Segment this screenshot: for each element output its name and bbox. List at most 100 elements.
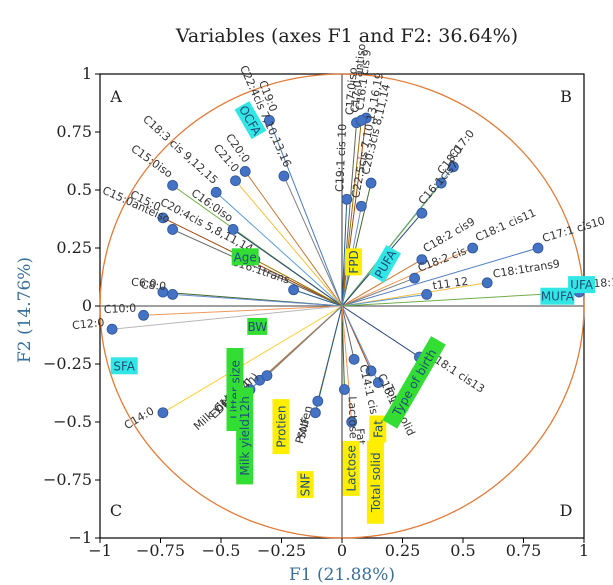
x-tick-label: 0.75 <box>506 541 542 560</box>
vector-line <box>172 228 343 307</box>
highlight-tag-bg <box>382 336 446 429</box>
variable-point <box>138 309 149 321</box>
highlight-tag: BW <box>247 317 268 335</box>
variable-point <box>106 323 118 335</box>
variable-point <box>532 242 544 254</box>
variable-label: Lactose <box>346 396 360 439</box>
variable-point <box>227 224 239 235</box>
highlight-tag-text: BW <box>247 320 267 334</box>
variable-point <box>239 166 251 177</box>
vector-line <box>143 305 343 316</box>
variable-point <box>481 277 493 289</box>
highlight-tag: PUFA <box>369 244 402 283</box>
highlight-tag-text: Protien <box>275 406 289 448</box>
variable-label: C18:1trans9 <box>492 257 561 281</box>
vector-line <box>266 305 343 376</box>
highlight-tag-text: Age <box>234 250 257 264</box>
vector-line <box>268 120 343 307</box>
variable-point <box>341 193 353 205</box>
y-tick-label: 0.5 <box>67 180 92 199</box>
highlight-tag: Protien <box>272 399 290 455</box>
highlight-tag-text: SFA <box>113 359 135 373</box>
variable-point <box>309 407 321 419</box>
vector-line <box>341 305 345 390</box>
variable-point <box>409 272 421 284</box>
y-tick-label: −0.5 <box>53 412 92 431</box>
vector-line <box>341 277 415 307</box>
highlight-tag-text: Total solid <box>369 452 383 513</box>
highlight-tag: Total solid <box>366 440 384 524</box>
chart-title: Variables (axes F1 and F2: 36.64%) <box>175 25 518 47</box>
quadrant-letter: B <box>560 87 572 106</box>
vector-line <box>341 247 473 307</box>
highlight-tag-bg <box>247 317 268 335</box>
x-tick-label: 0.5 <box>450 541 475 560</box>
variable-label: C10:0 <box>104 302 137 317</box>
quadrant-letter: C <box>110 501 122 520</box>
variable-point <box>365 177 377 189</box>
quadrant-letter: D <box>560 501 573 520</box>
highlight-tag: Fat <box>369 415 387 443</box>
variable-point <box>355 200 367 212</box>
variable-label: C17:0iso <box>343 67 360 116</box>
y-tick-label: −0.75 <box>43 470 92 489</box>
variable-label: C15:0iso <box>129 142 176 181</box>
highlight-tag: FPD <box>345 248 363 276</box>
x-tick-label: −0.25 <box>257 541 306 560</box>
variable-label: C18:3 cis 9,12,15 <box>140 113 220 187</box>
highlight-tag-text: MUFA <box>541 290 575 304</box>
vector-line <box>215 191 343 307</box>
highlight-tag-bg <box>272 399 290 455</box>
highlight-tag-bg <box>231 248 259 266</box>
vector-lines <box>112 118 580 423</box>
vector-line <box>254 259 343 307</box>
highlight-tag-bg <box>234 101 267 140</box>
highlight-tag-bg <box>345 248 363 276</box>
x-tick-label: 1 <box>579 541 589 560</box>
y-tick-label: 0.25 <box>56 238 92 257</box>
y-tick-label: −1 <box>68 528 92 547</box>
y-tick-label: 0 <box>82 296 92 315</box>
highlight-tag-text: SNF <box>299 473 313 497</box>
y-axis-title: F2 (14.76%) <box>15 257 35 363</box>
variable-point <box>312 395 324 407</box>
variable-point <box>263 115 275 126</box>
highlight-tag-text: UFA <box>570 278 594 292</box>
variable-point <box>157 212 169 224</box>
highlight-tag: SFA <box>110 357 138 375</box>
vector-line <box>283 175 343 307</box>
vector-line <box>172 293 343 307</box>
variable-point <box>157 407 169 419</box>
y-tick-label: 1 <box>82 64 92 83</box>
variable-point <box>421 288 433 300</box>
highlight-tag: SNF <box>296 471 314 499</box>
highlight-tag-text: Lactose <box>345 445 359 491</box>
x-tick-label: −0.75 <box>136 541 185 560</box>
x-tick-label: −1 <box>88 541 112 560</box>
vector-line <box>341 305 353 423</box>
highlight-tag-bg <box>540 287 575 305</box>
variable-point <box>261 370 273 382</box>
variable-point <box>346 416 358 428</box>
highlight-tag-bg <box>366 440 384 524</box>
variable-label: C8:0 <box>140 278 166 293</box>
variable-point <box>348 353 360 365</box>
variable-point <box>416 207 428 219</box>
variable-point <box>365 365 377 377</box>
highlight-tag-bg <box>236 387 254 485</box>
x-tick-label: 0 <box>337 541 347 560</box>
vector-line <box>341 293 427 307</box>
variable-label: C18:1 cis11 <box>473 206 537 244</box>
axis-ticks: −1 −0.75 −0.5 −0.25 0 0.25 0.5 0.75 1 1 0.75 0.5 0.2… <box>43 64 589 560</box>
vector-line <box>244 171 343 307</box>
variable-point <box>355 115 367 126</box>
variable-point <box>278 170 290 182</box>
highlight-tag-bg <box>342 440 360 496</box>
highlight-tag-bg <box>110 357 138 375</box>
vector-line <box>341 247 539 307</box>
vector-line <box>341 305 420 358</box>
vector-line <box>162 305 343 414</box>
quadrant-letters: A B C D <box>109 87 572 520</box>
variable-point <box>416 254 428 266</box>
variable-label: C6:0 <box>131 276 157 291</box>
